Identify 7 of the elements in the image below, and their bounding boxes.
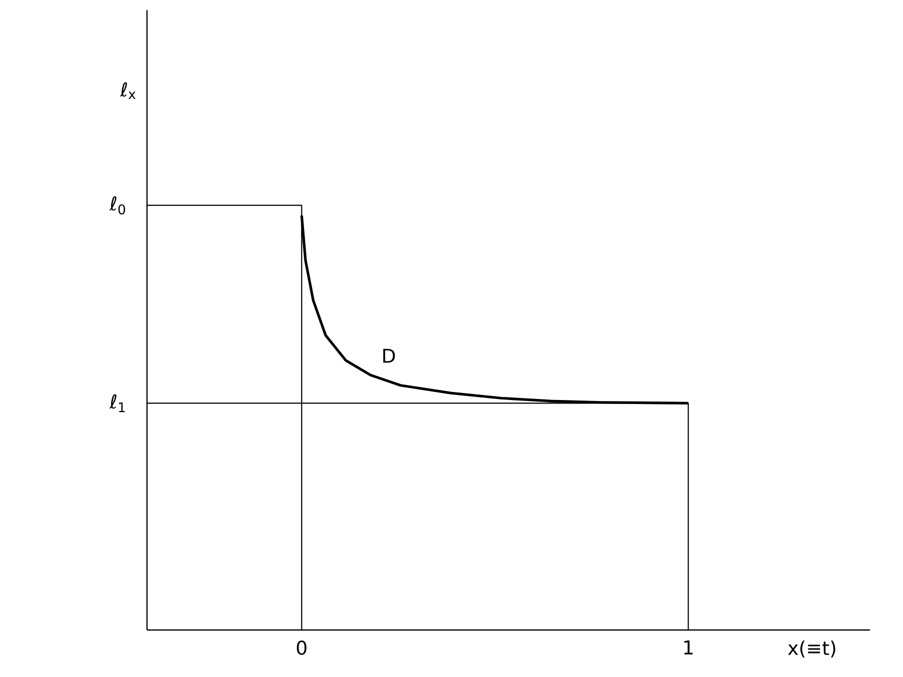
- annotation: ℓ$_{1}$: [109, 394, 125, 412]
- x-tick-label: 0: [296, 640, 306, 655]
- x-tick-label: 1: [684, 640, 693, 654]
- x-axis-title: x(≡t): [788, 640, 836, 658]
- annotation: ℓ$_{0}$: [109, 196, 126, 214]
- series-label: D: [383, 348, 395, 363]
- text: ℓ$_{x}$: [120, 82, 136, 99]
